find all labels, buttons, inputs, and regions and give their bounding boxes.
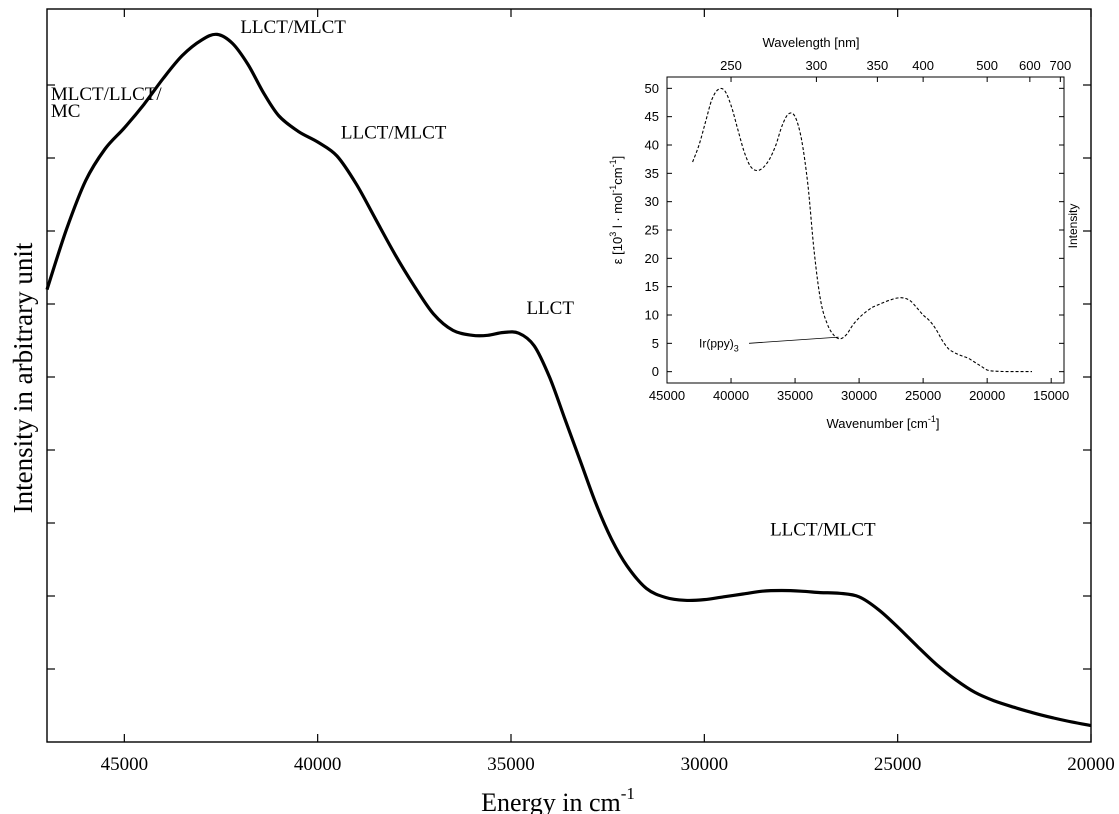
inset-plot-frame <box>666 76 1065 384</box>
inset-top-ticks: 250 300 350 400 500 600 700 <box>720 58 1071 82</box>
inset-x-ticks: 45000 40000 35000 30000 25000 20000 15000 <box>649 378 1069 403</box>
inset-top-tick-label: 400 <box>912 58 934 73</box>
inset-right-axis-label: Intensity <box>1066 204 1080 249</box>
main-annotation-label: LLCT/MLCT <box>240 17 346 38</box>
inset-y-tick-label: 35 <box>645 166 659 181</box>
inset-x-axis-label-text: Wavenumber [cm <box>826 416 927 431</box>
main-plot-frame <box>46 8 1092 743</box>
inset-y-tick-label: 40 <box>645 138 659 153</box>
inset-top-axis-label: Wavelength [nm] <box>762 35 859 50</box>
inset-top-tick-label: 250 <box>720 58 742 73</box>
inset-annotations: Ir(ppy)3 <box>699 336 839 353</box>
inset-spectrum-line <box>692 87 1032 373</box>
main-x-tick-label: 40000 <box>294 754 342 775</box>
inset-y-label-part-1: 3 <box>608 232 618 237</box>
inset-y-tick-label: 45 <box>645 109 659 124</box>
inset-x-tick-label: 30000 <box>841 388 877 403</box>
inset-y-tick-label: 30 <box>645 194 659 209</box>
main-annotations: MLCT/LLCT/MC LLCT/MLCT LLCT/MLCT LLCT LLCT/M… <box>51 17 876 541</box>
main-annotation-label: LLCT <box>526 298 574 319</box>
inset-y-axis-label: ε [103 l · mol-1cm-1] <box>608 156 625 265</box>
inset-y-label-part-5: -1 <box>608 159 618 167</box>
inset-x-axis-label: Wavenumber [cm-1] <box>826 414 939 431</box>
inset-y-label-part-4: cm <box>610 167 625 184</box>
inset-y-tick-label: 0 <box>652 364 659 379</box>
main-x-tick-label: 30000 <box>681 754 729 775</box>
inset-y-ticks: 0 5 10 15 20 25 30 35 40 45 50 <box>645 81 1064 379</box>
inset-top-tick-label: 500 <box>976 58 998 73</box>
inset-y-label-part-3: -1 <box>608 185 618 193</box>
inset-x-tick-label: 25000 <box>905 388 941 403</box>
main-y-axis-label: Intensity in arbitrary unit <box>8 242 38 513</box>
inset-y-tick-label: 20 <box>645 251 659 266</box>
inset-top-tick-label: 700 <box>1049 58 1071 73</box>
main-x-tick-label: 35000 <box>487 754 535 775</box>
inset-label-leader-line <box>748 336 839 344</box>
inset-x-tick-label: 20000 <box>969 388 1005 403</box>
inset-top-tick-label: 300 <box>806 58 828 73</box>
inset-x-axis-label-end: ] <box>936 416 940 431</box>
main-annotation-label: LLCT/MLCT <box>341 122 447 143</box>
main-spectrum-line <box>45 32 1092 728</box>
main-y-ticks <box>47 84 1091 670</box>
main-x-ticks: 45000 40000 35000 30000 25000 20000 <box>101 9 1115 775</box>
inset-x-tick-label: 15000 <box>1033 388 1069 403</box>
inset-y-label-part-0: ε [10 <box>610 237 625 264</box>
inset-y-tick-label: 15 <box>645 279 659 294</box>
inset-top-tick-label: 350 <box>867 58 889 73</box>
inset-y-tick-label: 50 <box>645 81 659 96</box>
inset-x-axis-label-sup: -1 <box>928 414 936 424</box>
inset-plot: 45000 40000 35000 30000 25000 20000 15000 0 5 10… <box>608 35 1080 431</box>
inset-x-tick-label: 35000 <box>777 388 813 403</box>
main-annotation-label: LLCT/MLCT <box>770 520 876 541</box>
main-x-tick-label: 20000 <box>1067 754 1115 775</box>
main-x-axis-label-sup: -1 <box>621 784 635 803</box>
inset-y-tick-label: 5 <box>652 336 659 351</box>
inset-y-tick-label: 25 <box>645 223 659 238</box>
main-annotation-label: MLCT/LLCT/MC <box>51 84 163 122</box>
inset-x-tick-label: 45000 <box>649 388 685 403</box>
main-x-tick-label: 45000 <box>101 754 149 775</box>
inset-y-label-part-2: l · mol <box>610 193 625 232</box>
main-plot: 45000 40000 35000 30000 25000 20000 MLCT/LLCT… <box>8 8 1115 814</box>
main-x-tick-label: 25000 <box>874 754 922 775</box>
inset-y-tick-label: 10 <box>645 308 659 323</box>
inset-y-label-part-6: ] <box>610 156 625 160</box>
main-x-axis-label-text: Energy in cm <box>481 788 621 814</box>
main-x-axis-label: Energy in cm-1 <box>481 784 635 814</box>
inset-series-label: Ir(ppy)3 <box>699 336 739 353</box>
inset-top-tick-label: 600 <box>1019 58 1041 73</box>
inset-x-tick-label: 40000 <box>713 388 749 403</box>
